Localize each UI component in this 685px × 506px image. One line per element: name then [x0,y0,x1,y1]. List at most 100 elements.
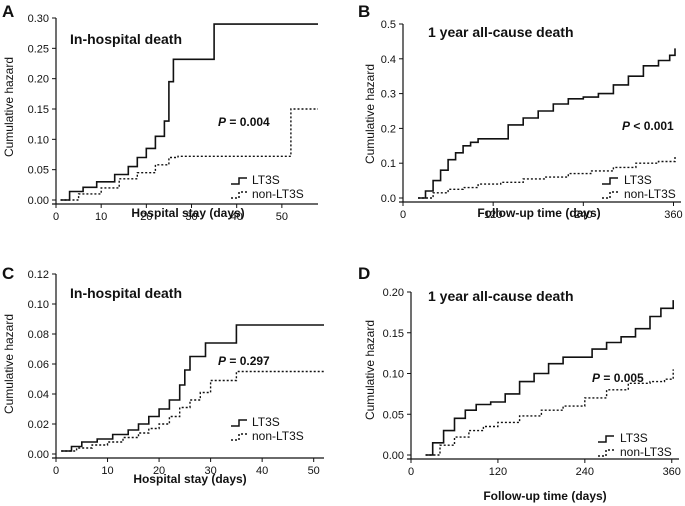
x-tick-label: 20 [153,465,165,477]
panel-letter: D [358,264,370,283]
p-value: < 0.001 [633,119,674,133]
y-tick-label: 0.05 [28,165,49,177]
plot-area: 0.00 0.05 0.10 0.15 0.20 0 120 240 360 [383,287,681,478]
x-tick-label: 0 [53,211,59,223]
series-line-lt3s [61,324,324,452]
panel-letter: A [2,2,14,21]
series-line-lt3s [425,300,674,456]
y-tick-label: 0.5 [381,19,396,31]
panel-a: A In-hospital death Cumulative hazard Ho… [2,2,318,223]
legend-line-non-lt3s [602,191,618,199]
chart-title: In-hospital death [70,31,182,47]
series-line-lt3s [418,48,676,199]
legend: LT3S non-LT3S [598,431,672,459]
panel-letter: C [2,264,14,283]
p-value-annotation: P = 0.005 [592,371,644,385]
x-axis-label: Hospital stay (days) [133,472,246,486]
chart-title: 1 year all-cause death [428,24,574,40]
x-tick-label: 40 [256,465,268,477]
y-tick-label: 0.04 [28,389,49,401]
legend-label-non-lt3s: non-LT3S [620,445,672,459]
x-tick-label: 10 [95,211,107,223]
y-tick-label: 0.10 [383,369,404,381]
legend-label-lt3s: LT3S [252,415,280,429]
legend-label-lt3s: LT3S [620,431,648,445]
y-tick-label: 0.20 [28,74,49,86]
y-tick-label: 0.2 [381,123,396,135]
y-tick-label: 0.12 [28,269,49,281]
p-value: = 0.004 [229,115,270,129]
y-tick-label: 0.20 [383,287,404,299]
y-axis-label: Cumulative hazard [2,314,16,414]
plot-area: 0.00 0.05 0.10 0.15 0.20 0.25 0.30 0 10 20 30 40 50 [28,13,318,223]
y-tick-label: 0.00 [383,450,404,462]
plot-area: 0.0 0.1 0.2 0.3 0.4 0.5 0 120 240 360 [381,19,683,221]
y-tick-label: 0.08 [28,329,49,341]
y-tick-label: 0.00 [28,449,49,461]
y-tick-label: 0.30 [28,13,49,25]
p-value: = 0.005 [603,371,644,385]
y-tick-label: 0.1 [381,158,396,170]
panel-letter: B [358,2,370,21]
y-axis-label: Cumulative hazard [363,320,377,420]
series-line-non-lt3s [61,370,324,452]
p-symbol: P [218,354,227,368]
panel-b: B 1 year all-cause death Cumulative haza… [358,2,683,221]
legend: LT3S non-LT3S [602,173,676,201]
y-tick-label: 0.05 [383,409,404,421]
y-tick-label: 0.06 [28,359,49,371]
legend-line-lt3s [231,177,247,185]
x-tick-label: 0 [400,209,406,221]
y-axis-label: Cumulative hazard [2,57,16,157]
p-value-annotation: P = 0.004 [218,115,270,129]
y-tick-label: 0.3 [381,89,396,101]
panel-d: D 1 year all-cause death Cumulative haza… [358,264,681,503]
p-value-annotation: P = 0.297 [218,354,270,368]
x-tick-label: 240 [576,466,594,478]
plot-area: 0.00 0.02 0.04 0.06 0.08 0.10 0.12 0 10 20 30 40 50 [28,269,324,477]
legend-line-non-lt3s [231,433,247,441]
legend-line-non-lt3s [598,449,614,457]
y-tick-label: 0.00 [28,195,49,207]
legend-label-lt3s: LT3S [252,173,280,187]
x-tick-label: 360 [663,466,681,478]
series-line-lt3s [60,23,318,201]
p-value: = 0.297 [229,354,270,368]
y-tick-label: 0.25 [28,43,49,55]
x-tick-label: 30 [204,465,216,477]
x-tick-label: 30 [185,211,197,223]
x-tick-label: 120 [489,466,507,478]
y-tick-label: 0.15 [28,104,49,116]
legend-label-non-lt3s: non-LT3S [624,187,676,201]
legend-line-lt3s [231,419,247,427]
panel-c: C In-hospital death Cumulative hazard Ho… [2,264,324,486]
x-axis-label: Hospital stay (days) [131,206,244,220]
x-tick-label: 120 [484,209,502,221]
legend-label-non-lt3s: non-LT3S [252,429,304,443]
x-tick-label: 20 [140,211,152,223]
legend-label-lt3s: LT3S [624,173,652,187]
x-tick-label: 240 [574,209,592,221]
x-tick-label: 40 [231,211,243,223]
p-symbol: P [592,371,601,385]
x-tick-label: 10 [101,465,113,477]
x-tick-label: 50 [308,465,320,477]
chart-title: In-hospital death [70,285,182,301]
x-axis-label: Follow-up time (days) [483,489,606,503]
x-axis-label: Follow-up time (days) [477,206,600,220]
y-tick-label: 0.15 [383,328,404,340]
legend: LT3S non-LT3S [231,173,304,201]
legend-line-lt3s [598,435,614,443]
x-tick-label: 0 [408,466,414,478]
y-tick-label: 0.10 [28,299,49,311]
p-value-annotation: P < 0.001 [622,119,674,133]
y-tick-label: 0.02 [28,419,49,431]
x-tick-label: 360 [664,209,682,221]
legend-line-lt3s [602,177,618,185]
y-axis-label: Cumulative hazard [363,64,377,164]
chart-title: 1 year all-cause death [428,288,574,304]
y-tick-label: 0.10 [28,134,49,146]
legend: LT3S non-LT3S [231,415,304,443]
x-tick-label: 0 [53,465,59,477]
series-line-non-lt3s [425,369,674,456]
